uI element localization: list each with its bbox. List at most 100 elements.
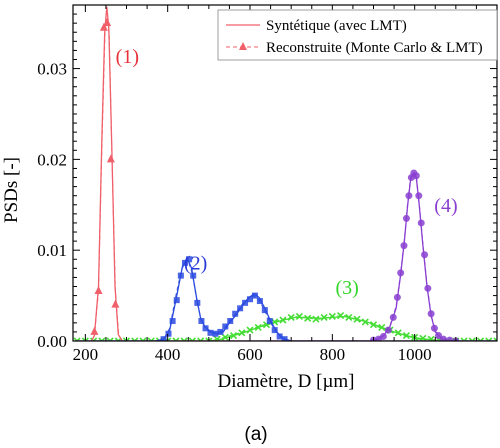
figure-caption: (a): [244, 424, 267, 445]
series-1-marker-12: [212, 330, 219, 337]
peak-label-3: (3): [335, 277, 358, 299]
series-group: [73, 6, 497, 341]
series-2-marker-34: [353, 315, 361, 323]
series-2-marker-30: [320, 313, 328, 321]
series-3-marker-3: [384, 326, 392, 334]
series-2-marker-16: [205, 337, 213, 341]
series-3-marker-6: [397, 269, 405, 277]
peak-label-2: (2): [184, 252, 207, 274]
x-tick-label: 200: [73, 345, 99, 364]
series-1-marker-7: [190, 272, 197, 279]
series-1-marker-2: [169, 318, 176, 325]
series-2-marker-4: [106, 337, 114, 341]
series-1-marker-11: [207, 329, 214, 336]
plot-area: [73, 6, 497, 341]
series-1-marker-13: [217, 328, 224, 335]
series-2-marker-8: [139, 337, 147, 341]
series-1-marker-25: [276, 333, 283, 340]
series-3-marker-13: [415, 192, 423, 200]
series-1-marker-22: [261, 307, 268, 314]
series-0-marker-0: [90, 326, 99, 335]
peak-label-1: (1): [116, 46, 139, 68]
series-2-marker-35: [361, 318, 369, 326]
series-2-marker-31: [328, 312, 336, 321]
series-3-marker-15: [421, 251, 429, 259]
series-2-marker-37: [378, 323, 386, 331]
y-tick-label: 0.02: [37, 150, 67, 169]
series-2-marker-2: [90, 337, 98, 341]
series-2-marker-5: [114, 337, 122, 341]
series-1-marker-16: [232, 310, 239, 317]
legend-triangle-marker: [239, 42, 247, 50]
series-2-marker-48: [468, 337, 476, 341]
x-tick-label: 1000: [398, 345, 432, 364]
series-2-marker-6: [122, 337, 131, 341]
series-2-marker-12: [172, 337, 180, 341]
series-2-marker-3: [98, 337, 106, 341]
series-2-marker-28: [304, 314, 312, 322]
series-3-marker-4: [389, 313, 397, 321]
series-0-marker-1: [94, 286, 103, 295]
series-3-marker-21: [446, 336, 454, 341]
peak-annotations: (1) (2) (3) (4): [116, 46, 458, 299]
series-2-marker-40: [402, 331, 411, 340]
series-2-marker-43: [427, 335, 435, 341]
series-1-marker-18: [242, 299, 249, 306]
series-0-marker-3: [103, 18, 112, 27]
y-tick-label: 0.00: [37, 332, 67, 351]
series-2-marker-17: [213, 335, 221, 341]
y-tick-label: 0.03: [37, 60, 67, 79]
series-1-marker-8: [194, 299, 201, 306]
series-3-marker-2: [379, 332, 387, 340]
y-axis-label: PSDs [-]: [1, 157, 22, 223]
series-1-marker-0: [160, 336, 167, 341]
series-1-marker-4: [177, 272, 184, 279]
series-3: [75, 169, 497, 341]
series-2-marker-42: [419, 334, 427, 341]
series-3-marker-12: [412, 172, 420, 180]
series-1-marker-6: [186, 256, 193, 263]
x-tick-label: 600: [237, 345, 263, 364]
series-1-marker-1: [165, 330, 172, 337]
series-2-marker-22: [254, 323, 262, 331]
series-0-dashed-line: [75, 18, 497, 341]
peak-label-4: (4): [434, 195, 457, 217]
series-1-marker-17: [237, 305, 244, 312]
series-0-marker-4: [106, 154, 115, 163]
plot-frame: [72, 4, 498, 342]
series-1-marker-19: [247, 296, 254, 303]
series-1-marker-21: [256, 298, 263, 305]
x-axis-label: Diamètre, D [µm]: [217, 371, 354, 392]
series-2-marker-32: [337, 312, 345, 320]
series-1-marker-24: [271, 327, 278, 334]
series-2-marker-21: [246, 326, 254, 334]
series-1-marker-15: [227, 318, 234, 325]
series-2-dashed-line: [75, 315, 497, 341]
series-3-marker-5: [393, 293, 401, 301]
series-2-marker-50: [485, 337, 493, 341]
legend: Syntétique (avec LMT) Reconstruite (Monte…: [217, 9, 498, 61]
series-1-marker-26: [281, 336, 288, 341]
series-3-marker-7: [400, 242, 408, 250]
tick-labels: 200 400 600 800 1000 0.00 0.01 0.02 0.03: [37, 60, 431, 364]
series-2-marker-1: [81, 337, 89, 341]
series-1-marker-3: [173, 297, 180, 304]
series-2-marker-36: [369, 321, 378, 329]
series-1-marker-10: [202, 325, 209, 332]
series-2-marker-7: [131, 337, 139, 341]
series-2-marker-47: [460, 337, 468, 341]
series-2-marker-49: [476, 337, 485, 341]
series-2-marker-29: [312, 315, 320, 323]
series-2-marker-39: [394, 329, 402, 337]
series-1-marker-5: [181, 259, 188, 266]
x-tick-label: 800: [320, 345, 346, 364]
series-2-marker-25: [279, 316, 287, 324]
series-2-marker-15: [197, 337, 205, 341]
x-tick-label: 400: [155, 345, 181, 364]
series-2-marker-18: [221, 333, 229, 341]
legend-entry-reconstruite: Reconstruite (Monte Carlo & LMT): [266, 40, 483, 56]
series-2-marker-0: [73, 337, 81, 341]
series-2-marker-19: [229, 331, 238, 340]
legend-entry-syntetique: Syntétique (avec LMT): [266, 18, 407, 34]
